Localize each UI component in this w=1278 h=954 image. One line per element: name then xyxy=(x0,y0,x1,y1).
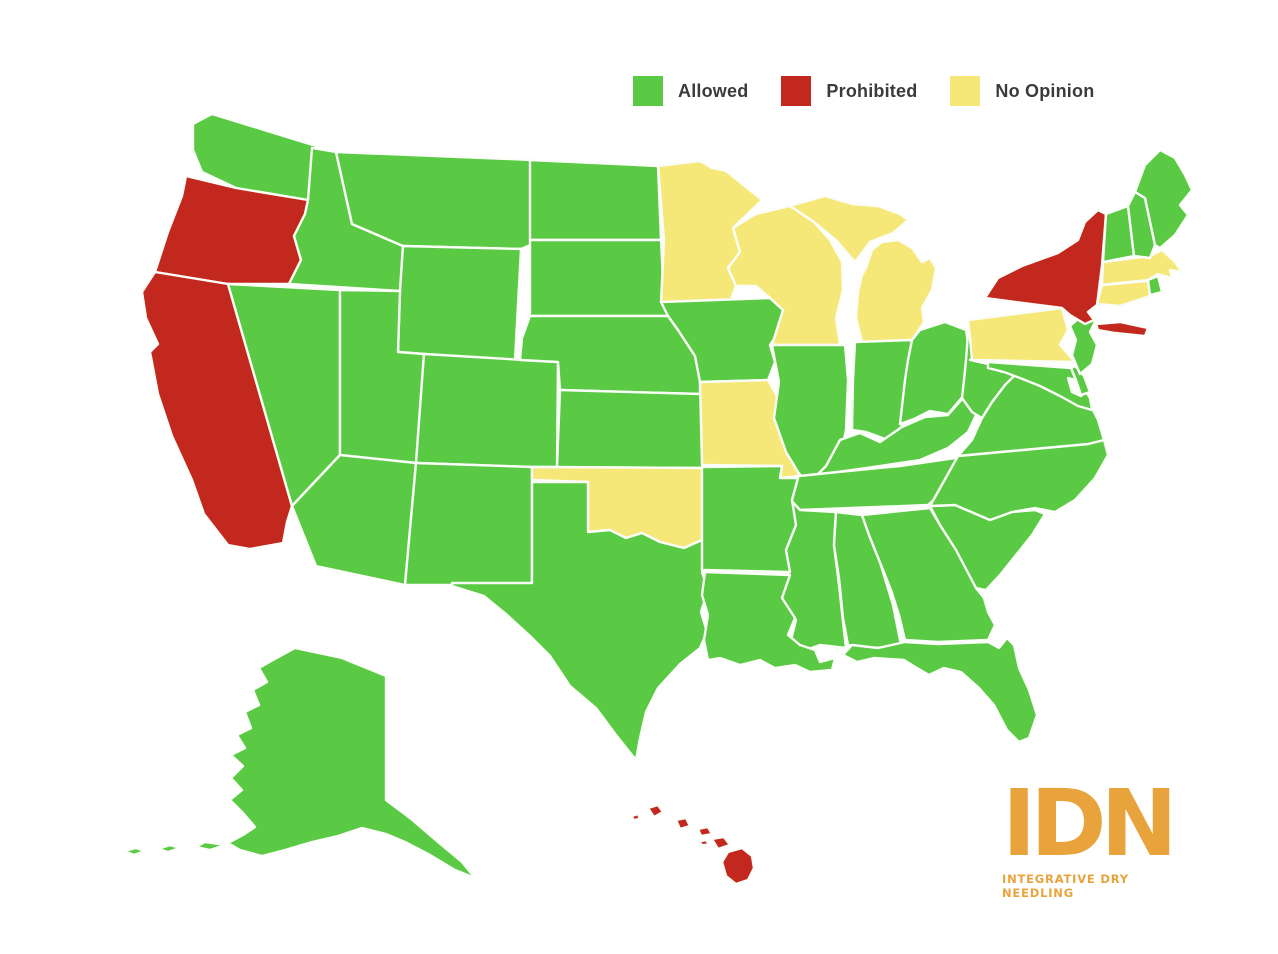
legend-item-allowed: Allowed xyxy=(633,76,748,106)
state-nd xyxy=(528,158,663,242)
legend-label-allowed: Allowed xyxy=(678,80,749,101)
state-la xyxy=(700,570,837,674)
no-opinion-swatch-icon xyxy=(950,76,981,106)
state-pa xyxy=(966,306,1077,364)
idn-logo-tagline: INTEGRATIVE DRY NEEDLING xyxy=(1002,872,1129,900)
state-sd xyxy=(528,238,670,318)
legend-item-no-opinion: No Opinion xyxy=(950,76,1094,106)
idn-logo: IDN INTEGRATIVE DRY NEEDLING xyxy=(1002,770,1192,901)
state-wy xyxy=(396,244,523,362)
state-ak xyxy=(122,646,477,880)
legend: Allowed Prohibited No Opinion xyxy=(633,76,1094,106)
state-az xyxy=(290,453,418,587)
state-ma xyxy=(1100,248,1184,287)
idn-logo-text: IDN xyxy=(1002,770,1178,877)
state-co xyxy=(414,352,560,469)
state-ca xyxy=(140,270,294,551)
state-hi xyxy=(630,803,756,886)
state-de xyxy=(1069,364,1092,397)
allowed-swatch-icon xyxy=(633,76,663,106)
legend-label-prohibited: Prohibited xyxy=(826,80,918,101)
state-nj xyxy=(1068,310,1099,376)
state-ar xyxy=(700,464,800,574)
state-tx xyxy=(450,480,710,762)
state-me xyxy=(1133,148,1194,250)
state-nm xyxy=(403,461,534,587)
state-md xyxy=(986,360,1094,412)
legend-label-no-opinion: No Opinion xyxy=(995,80,1095,101)
prohibited-swatch-icon xyxy=(781,76,812,106)
legend-item-prohibited: Prohibited xyxy=(781,76,917,106)
state-fl xyxy=(841,636,1039,744)
state-mi xyxy=(788,194,938,344)
state-ks xyxy=(555,388,708,470)
